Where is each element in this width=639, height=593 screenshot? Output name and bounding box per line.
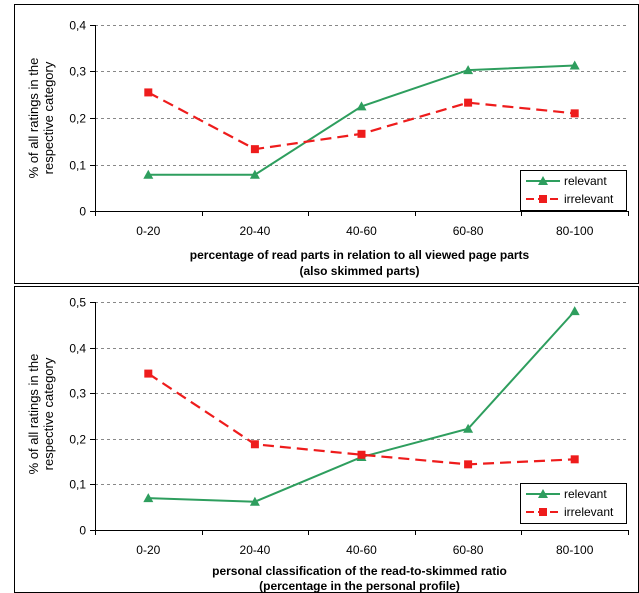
legend-label-irrelevant: irrelevant <box>564 505 614 519</box>
y-tick-label: 0 <box>79 205 86 219</box>
legend: relevant irrelevant <box>520 170 627 211</box>
x-axis-title-line: personal classification of the read-to-s… <box>212 564 507 578</box>
x-tick-label: 40-60 <box>346 543 377 557</box>
legend-box <box>520 483 627 524</box>
y-tick-label: 0,1 <box>69 478 86 492</box>
legend: relevant irrelevant <box>520 483 627 524</box>
y-tick-label: 0,4 <box>69 342 86 356</box>
series-line-relevant <box>148 310 576 503</box>
data-point-relevant <box>569 306 580 316</box>
data-point-relevant <box>143 493 154 503</box>
data-point-irrelevant <box>357 129 366 138</box>
data-point-irrelevant <box>570 455 579 464</box>
chart-frame <box>14 4 639 284</box>
y-tick-label: 0,2 <box>69 112 86 126</box>
chart-2: 0 0,1 0,2 0,3 0,4 0,5 0-20 20-40 40-60 60-80 80-10… <box>14 286 639 593</box>
data-point-irrelevant <box>570 109 579 118</box>
x-tick-label: 20-40 <box>240 543 271 557</box>
x-tick-label: 40-60 <box>346 224 377 238</box>
legend-label-relevant: relevant <box>564 174 607 188</box>
x-tick-label: 60-80 <box>453 224 484 238</box>
data-point-relevant <box>143 169 154 179</box>
x-tick-label: 0-20 <box>136 224 160 238</box>
data-point-relevant <box>249 169 260 179</box>
y-tick-label: 0 <box>79 524 86 538</box>
x-axis-title-line: percentage of read parts in relation to … <box>190 248 530 262</box>
y-tick-label: 0,3 <box>69 387 86 401</box>
legend-box <box>520 170 627 211</box>
legend-label-relevant: relevant <box>564 487 607 501</box>
series-line-irrelevant <box>147 372 575 466</box>
chart-1: 0 0,1 0,2 0,3 0,4 0-20 20-40 40-60 60-80 80-100 % … <box>14 4 639 284</box>
data-point-relevant <box>569 60 580 70</box>
data-point-irrelevant <box>464 98 473 107</box>
data-point-irrelevant <box>144 88 153 97</box>
data-point-relevant <box>249 496 260 506</box>
legend-marker-relevant <box>538 176 548 185</box>
y-tick-label: 0,1 <box>69 159 86 173</box>
data-point-irrelevant <box>144 369 153 378</box>
series-line-relevant <box>148 64 575 176</box>
y-tick-label: 0,4 <box>69 19 86 33</box>
data-point-irrelevant <box>250 440 259 449</box>
x-axis-title-line: (percentage in the personal profile) <box>259 579 460 593</box>
data-point-relevant <box>356 101 367 111</box>
data-point-relevant <box>463 65 474 75</box>
series-line-irrelevant <box>147 91 575 151</box>
x-tick-label: 80-100 <box>556 543 594 557</box>
legend-marker-irrelevant <box>539 508 547 516</box>
data-point-irrelevant <box>357 450 366 459</box>
x-tick-label: 60-80 <box>453 543 484 557</box>
x-tick-label: 80-100 <box>556 224 594 238</box>
data-point-irrelevant <box>464 460 473 469</box>
legend-marker-relevant <box>538 489 548 498</box>
y-tick-label: 0,5 <box>69 296 86 310</box>
x-tick-label: 20-40 <box>240 224 271 238</box>
data-point-irrelevant <box>250 145 259 154</box>
y-axis-title: % of all ratings in therespective catego… <box>26 58 56 179</box>
y-tick-label: 0,2 <box>69 433 86 447</box>
x-axis-title-line: (also skimmed parts) <box>299 264 419 278</box>
legend-marker-irrelevant <box>539 195 547 203</box>
data-point-relevant <box>463 423 474 433</box>
legend-label-irrelevant: irrelevant <box>564 192 614 206</box>
y-axis-title: % of all ratings in therespective catego… <box>26 354 56 475</box>
y-tick-label: 0,3 <box>69 65 86 79</box>
x-tick-label: 0-20 <box>136 543 160 557</box>
